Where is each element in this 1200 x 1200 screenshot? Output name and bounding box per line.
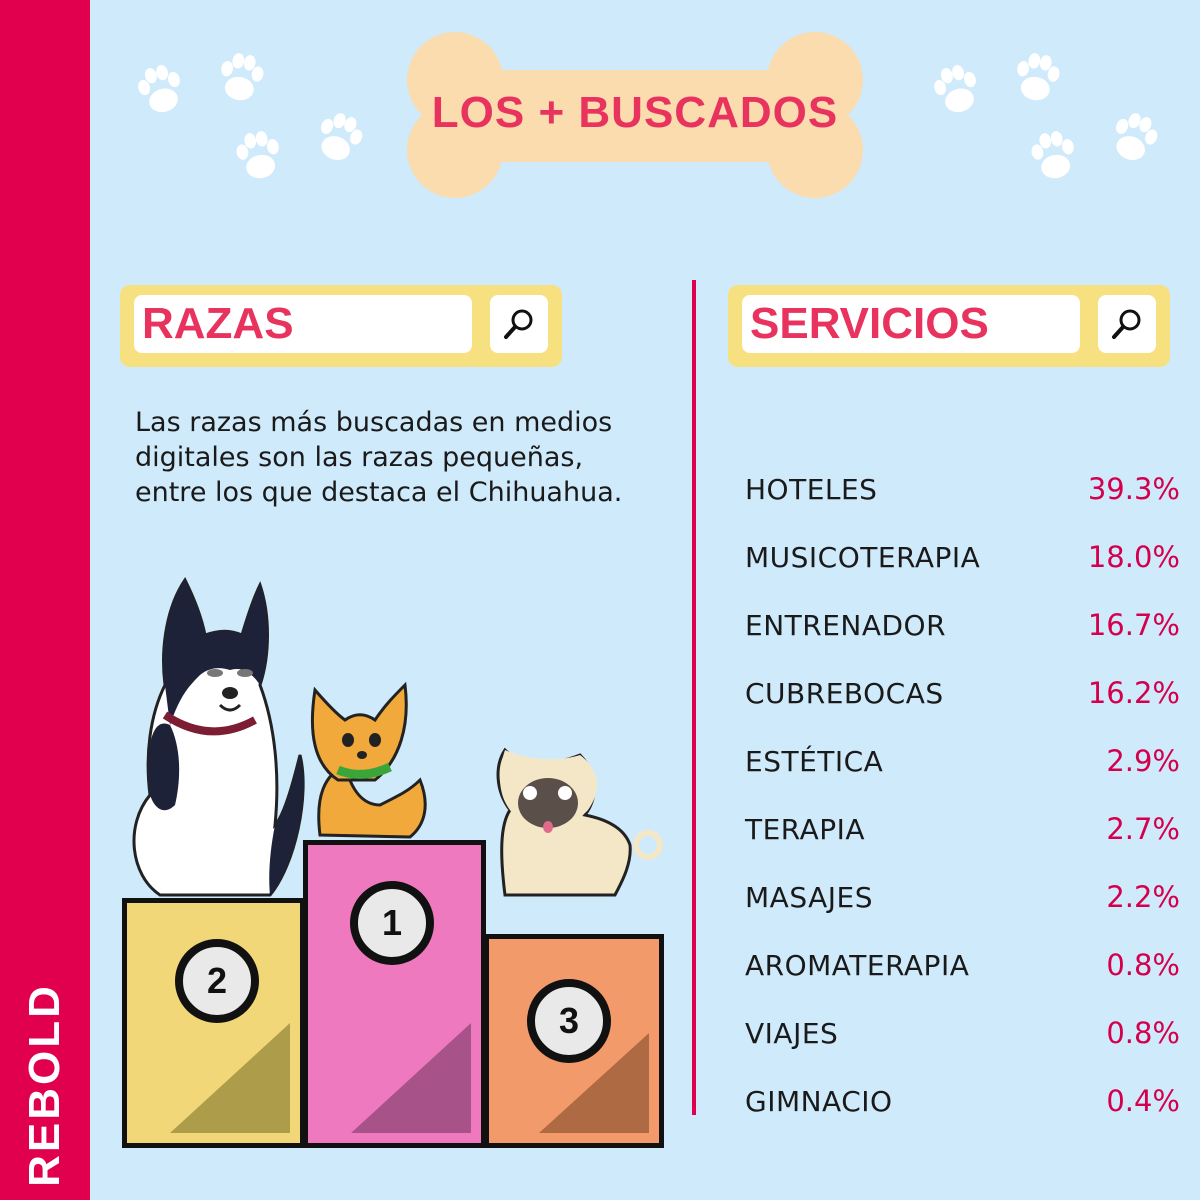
service-percentage: 0.8% <box>1106 1016 1180 1050</box>
paw-icon <box>221 53 264 101</box>
servicios-search-input[interactable]: SERVICIOS <box>742 295 1080 353</box>
column-divider <box>692 280 696 1115</box>
place-number: 2 <box>175 939 259 1023</box>
list-item: MASAJES 2.2% <box>745 863 1180 931</box>
service-percentage: 16.7% <box>1087 608 1180 642</box>
list-item: TERAPIA 2.7% <box>745 795 1180 863</box>
service-name: CUBREBOCAS <box>745 676 944 710</box>
paw-icon <box>236 131 279 179</box>
list-item: CUBREBOCAS 16.2% <box>745 659 1180 727</box>
page-title: LOS + BUSCADOS <box>431 88 839 137</box>
service-name: MUSICOTERAPIA <box>745 540 981 574</box>
pug-icon <box>496 747 663 897</box>
list-item: HOTELES 39.3% <box>745 455 1180 523</box>
bone-icon <box>407 32 863 198</box>
service-name: ENTRENADOR <box>745 608 947 642</box>
service-percentage: 18.0% <box>1087 540 1180 574</box>
service-name: GIMNACIO <box>745 1084 893 1118</box>
chihuahua-icon <box>310 681 427 839</box>
dogs-illustration <box>132 577 663 897</box>
podium-shadow <box>170 1023 290 1133</box>
podium-second: 2 <box>122 898 305 1148</box>
razas-search-button[interactable] <box>490 295 548 353</box>
place-number: 3 <box>527 979 611 1063</box>
service-name: MASAJES <box>745 880 873 914</box>
servicios-list: HOTELES 39.3% MUSICOTERAPIA 18.0% ENTRENAD… <box>745 455 1180 1135</box>
razas-search-input[interactable]: RAZAS <box>134 295 472 353</box>
service-name: TERAPIA <box>745 812 866 846</box>
service-name: ESTÉTICA <box>745 744 884 778</box>
podium-shadow <box>539 1033 649 1133</box>
brand-logo: REBOLD <box>20 983 69 1187</box>
place-number: 1 <box>350 881 434 965</box>
service-percentage: 16.2% <box>1087 676 1180 710</box>
podium-first: 1 <box>303 840 486 1148</box>
service-name: HOTELES <box>745 472 878 506</box>
service-name: AROMATERAPIA <box>745 948 970 982</box>
search-icon <box>1112 309 1141 339</box>
service-name: VIAJES <box>745 1016 839 1050</box>
list-item: AROMATERAPIA 0.8% <box>745 931 1180 999</box>
paw-icon <box>1031 131 1074 179</box>
side-band <box>0 0 90 1200</box>
service-percentage: 0.8% <box>1106 948 1180 982</box>
husky-icon <box>132 577 305 897</box>
paw-icon <box>1017 53 1060 101</box>
razas-description: Las razas más buscadas en medios digital… <box>135 407 623 508</box>
service-percentage: 2.9% <box>1106 744 1180 778</box>
razas-search-bar: RAZAS <box>120 285 562 367</box>
service-percentage: 2.2% <box>1106 880 1180 914</box>
servicios-search-bar: SERVICIOS <box>728 285 1170 367</box>
podium-shadow <box>351 1023 471 1133</box>
service-percentage: 2.7% <box>1106 812 1180 846</box>
paw-icon <box>934 65 976 113</box>
podium-third: 3 <box>484 934 664 1148</box>
search-icon <box>504 309 533 339</box>
servicios-search-button[interactable] <box>1098 295 1156 353</box>
list-item: ENTRENADOR 16.7% <box>745 591 1180 659</box>
list-item: GIMNACIO 0.4% <box>745 1067 1180 1135</box>
paw-icon <box>321 113 363 161</box>
list-item: MUSICOTERAPIA 18.0% <box>745 523 1180 591</box>
paw-icon <box>138 65 180 113</box>
list-item: VIAJES 0.8% <box>745 999 1180 1067</box>
service-percentage: 0.4% <box>1106 1084 1180 1118</box>
list-item: ESTÉTICA 2.9% <box>745 727 1180 795</box>
paw-icon <box>1116 113 1158 161</box>
service-percentage: 39.3% <box>1087 472 1180 506</box>
